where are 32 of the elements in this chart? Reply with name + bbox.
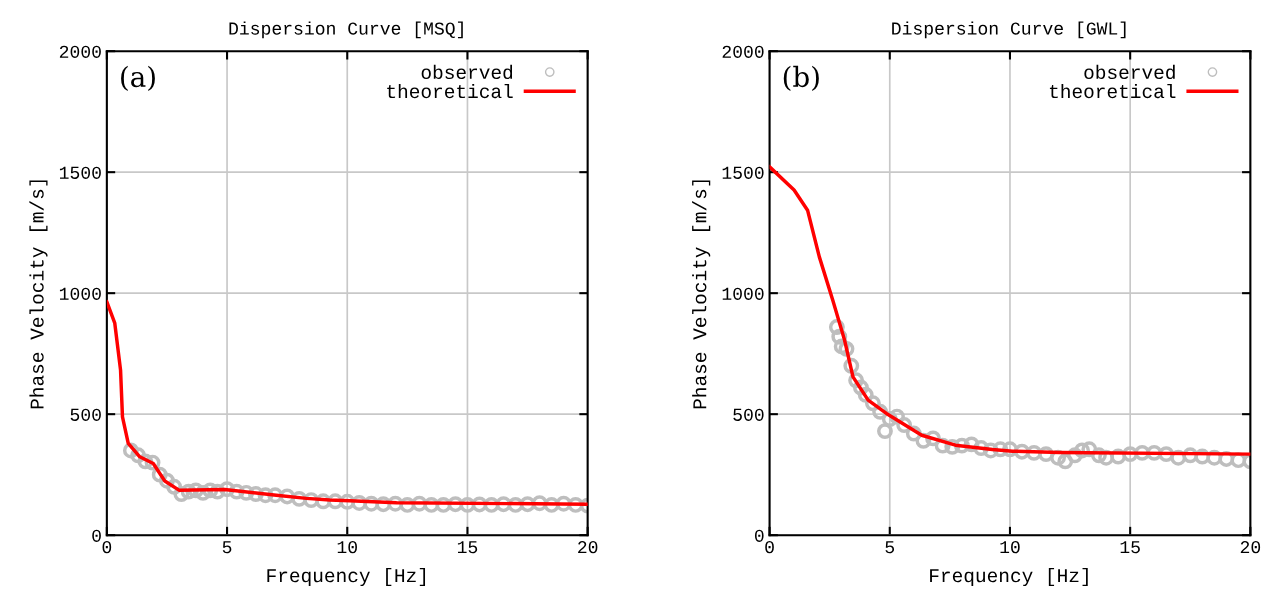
y-tick-label: 0 bbox=[754, 529, 764, 542]
x-axis-title: Frequency [Hz] bbox=[267, 567, 426, 587]
annotation: (a) bbox=[121, 65, 155, 92]
x-tick-label: 5 bbox=[885, 541, 895, 554]
x-tick-label: 0 bbox=[765, 541, 774, 554]
y-tick-label: 500 bbox=[70, 408, 101, 421]
x-tick-label: 10 bbox=[337, 541, 357, 554]
legend-label: observed bbox=[1084, 64, 1175, 80]
y-tick-label: 1500 bbox=[722, 166, 764, 179]
chart-title: Dispersion Curve [GWL] bbox=[892, 21, 1126, 39]
x-tick-label: 5 bbox=[222, 541, 232, 554]
y-axis-title: Phase Velocity [m/s] bbox=[692, 180, 711, 409]
y-tick-label: 0 bbox=[92, 529, 101, 542]
y-tick-label: 1500 bbox=[59, 166, 101, 179]
x-tick-label: 0 bbox=[102, 541, 112, 554]
y-tick-label: 2000 bbox=[722, 45, 764, 58]
annotation: (b) bbox=[783, 65, 819, 92]
x-tick-label: 20 bbox=[1240, 541, 1261, 554]
x-tick-label: 15 bbox=[1120, 541, 1140, 554]
legend-label: theoretical bbox=[1049, 83, 1176, 99]
chart-title: Dispersion Curve [MSQ] bbox=[229, 21, 463, 39]
y-tick-label: 1000 bbox=[59, 287, 101, 300]
x-tick-label: 10 bbox=[1000, 541, 1020, 554]
x-axis-title: Frequency [Hz] bbox=[930, 567, 1088, 587]
x-tick-label: 20 bbox=[578, 541, 598, 554]
x-tick-label: 15 bbox=[457, 541, 478, 554]
y-axis-title: Phase Velocity [m/s] bbox=[29, 180, 48, 409]
legend-label: theoretical bbox=[387, 83, 513, 99]
y-tick-label: 1000 bbox=[722, 287, 764, 300]
y-tick-label: 500 bbox=[733, 408, 764, 421]
legend-label: observed bbox=[421, 64, 513, 80]
y-tick-label: 2000 bbox=[59, 45, 101, 58]
